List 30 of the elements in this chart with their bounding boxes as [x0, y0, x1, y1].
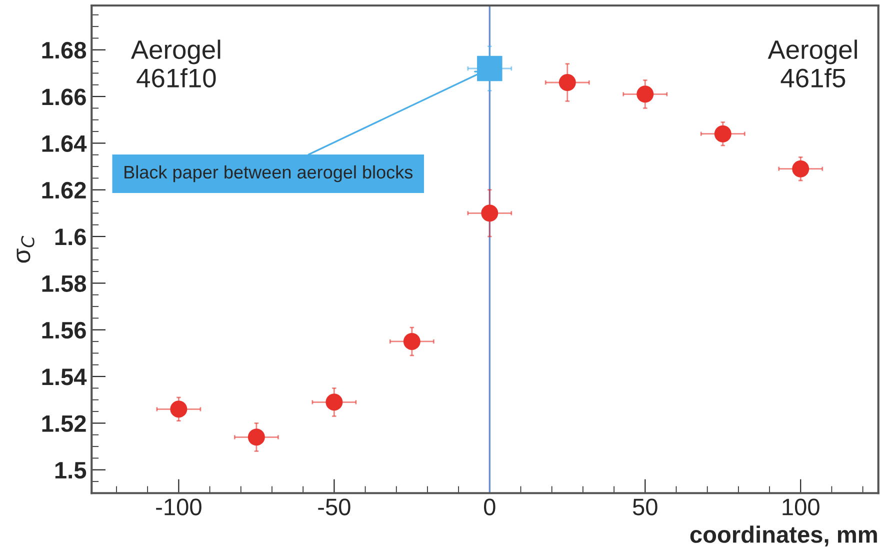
point [477, 56, 502, 82]
x-tick-label: 50 [632, 498, 658, 516]
y-tick-label: 1.68 [42, 42, 86, 59]
y-tick-label: 1.66 [42, 88, 86, 106]
point [170, 400, 188, 418]
point [481, 204, 498, 222]
x-axis-title: coordinates, mm [690, 526, 877, 546]
y-tick-label: 1.62 [42, 182, 86, 199]
y-axis-title: σ$_{C}$ [16, 236, 34, 263]
y-tick-label: 1.54 [42, 368, 87, 386]
annotation: Aerogel 461f10 [131, 40, 220, 88]
annotation: Aerogel 461f5 [768, 40, 857, 88]
y-tick-label: 1.64 [42, 135, 87, 152]
y-tick-label: 1.5 [55, 462, 86, 479]
x-tick-label: 100 [782, 498, 820, 516]
point [248, 428, 265, 446]
annotation: Black paper between aerogel blocks [124, 165, 413, 182]
y-tick-label: 1.56 [42, 322, 86, 339]
x-tick-label: -100 [156, 498, 202, 516]
x-tick-label: 0 [484, 498, 496, 516]
point [403, 332, 420, 350]
point [714, 125, 732, 142]
x-tick-label: -50 [318, 498, 350, 516]
point [636, 86, 654, 103]
point [792, 160, 810, 178]
y-tick-label: 1.58 [42, 275, 86, 292]
y-tick-label: 1.6 [55, 228, 86, 246]
point [558, 74, 576, 92]
y-tick-label: 1.52 [42, 415, 86, 432]
point [326, 394, 343, 411]
